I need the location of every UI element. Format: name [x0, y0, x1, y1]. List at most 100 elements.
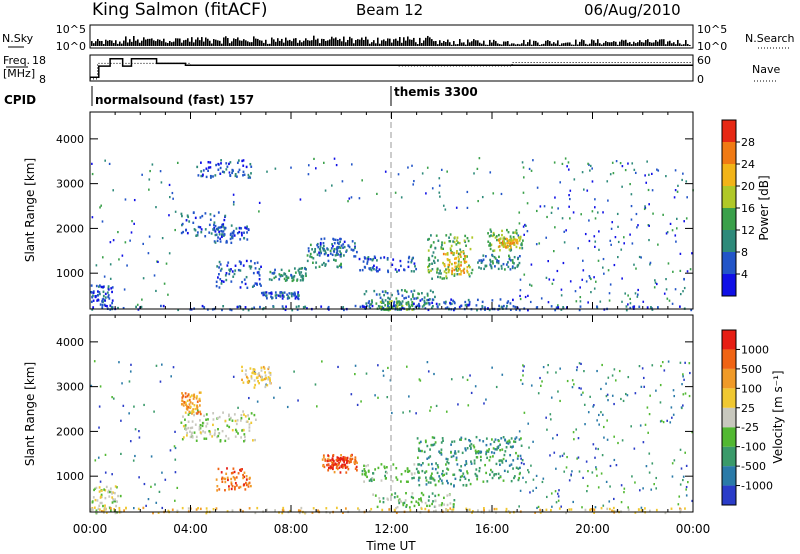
colorbar-swatch — [722, 485, 736, 505]
scatter-point — [425, 302, 428, 305]
scatter-point — [519, 235, 522, 239]
scatter-point — [427, 269, 430, 273]
scatter-point — [685, 488, 687, 491]
scatter-point — [226, 241, 228, 244]
scatter-point — [216, 416, 219, 420]
scatter-point — [418, 503, 420, 507]
scatter-point — [446, 509, 449, 512]
scatter-point — [375, 293, 378, 296]
scatter-point — [333, 470, 336, 474]
scatter-point — [492, 447, 495, 450]
scatter-point — [629, 306, 632, 310]
scatter-point — [189, 395, 192, 399]
scatter-point — [222, 223, 225, 226]
scatter-point — [549, 413, 552, 416]
scatter-point — [527, 308, 529, 312]
scatter-point — [369, 258, 372, 261]
x-tick-labels: 00:00 04:00 08:00 12:00 16:00 20:00 00:00 — [73, 522, 711, 536]
scatter-point — [386, 292, 389, 295]
nsky-bar — [197, 37, 199, 46]
scatter-point — [673, 394, 676, 398]
scatter-point — [431, 492, 434, 495]
scatter-point — [323, 252, 326, 256]
scatter-point — [630, 425, 632, 428]
scatter-point — [336, 457, 339, 460]
nsky-bar — [421, 43, 423, 46]
scatter-point — [233, 272, 236, 276]
scatter-point — [476, 456, 479, 459]
scatter-point — [684, 507, 686, 510]
scatter-point — [669, 421, 672, 424]
scatter-point — [246, 225, 248, 228]
nsky-bar — [155, 41, 157, 46]
scatter-point — [345, 457, 347, 460]
nsky-bar — [249, 42, 251, 46]
scatter-point — [472, 444, 475, 447]
scatter-point — [608, 299, 611, 302]
scatter-point — [141, 173, 143, 176]
scatter-point — [373, 255, 376, 258]
scatter-point — [518, 222, 521, 225]
scatter-point — [559, 455, 561, 458]
scatter-point — [620, 248, 623, 251]
scatter-point — [331, 184, 333, 187]
scatter-point — [234, 485, 236, 489]
scatter-point — [124, 241, 127, 244]
scatter-point — [496, 261, 498, 264]
scatter-point — [478, 439, 481, 442]
scatter-point — [244, 226, 247, 229]
scatter-point — [287, 295, 290, 298]
scatter-point — [420, 491, 423, 495]
scatter-point — [110, 490, 113, 494]
scatter-point — [545, 416, 547, 419]
scatter-point — [395, 511, 398, 515]
scatter-point — [440, 246, 443, 249]
scatter-point — [463, 260, 466, 263]
scatter-point — [548, 278, 551, 281]
scatter-point — [545, 495, 548, 499]
scatter-point — [225, 434, 227, 438]
scatter-point — [556, 433, 558, 437]
scatter-point — [194, 216, 197, 220]
scatter-point — [367, 258, 370, 261]
scatter-point — [169, 449, 172, 452]
scatter-point — [500, 264, 503, 268]
scatter-point — [513, 262, 515, 265]
nsky-bar — [473, 39, 475, 46]
scatter-point — [670, 507, 673, 510]
scatter-point — [435, 302, 438, 306]
scatter-point — [682, 475, 685, 478]
scatter-point — [609, 283, 612, 286]
scatter-point — [363, 480, 366, 483]
scatter-point — [489, 264, 492, 267]
scatter-point — [506, 242, 509, 245]
scatter-point — [579, 305, 582, 308]
scatter-point — [381, 298, 384, 302]
scatter-point — [529, 491, 531, 494]
scatter-point — [690, 308, 693, 312]
scatter-point — [113, 508, 116, 511]
scatter-point — [284, 279, 287, 282]
scatter-point — [184, 228, 187, 232]
scatter-point — [431, 502, 433, 506]
scatter-point — [458, 258, 460, 261]
scatter-point — [490, 230, 493, 233]
scatter-point — [502, 237, 505, 240]
scatter-point — [449, 507, 452, 510]
scatter-point — [594, 217, 597, 220]
scatter-point — [453, 499, 456, 502]
scatter-point — [366, 262, 369, 265]
scatter-point — [655, 508, 658, 512]
scatter-point — [623, 242, 626, 245]
scatter-point — [650, 307, 653, 310]
scatter-point — [229, 174, 232, 178]
scatter-point — [579, 300, 582, 303]
scatter-point — [452, 454, 455, 458]
scatter-point — [370, 479, 373, 483]
scatter-point — [269, 371, 272, 375]
scatter-point — [226, 510, 229, 513]
scatter-point — [403, 268, 406, 272]
scatter-point — [407, 265, 410, 269]
scatter-point — [198, 425, 201, 429]
scatter-point — [222, 230, 225, 233]
